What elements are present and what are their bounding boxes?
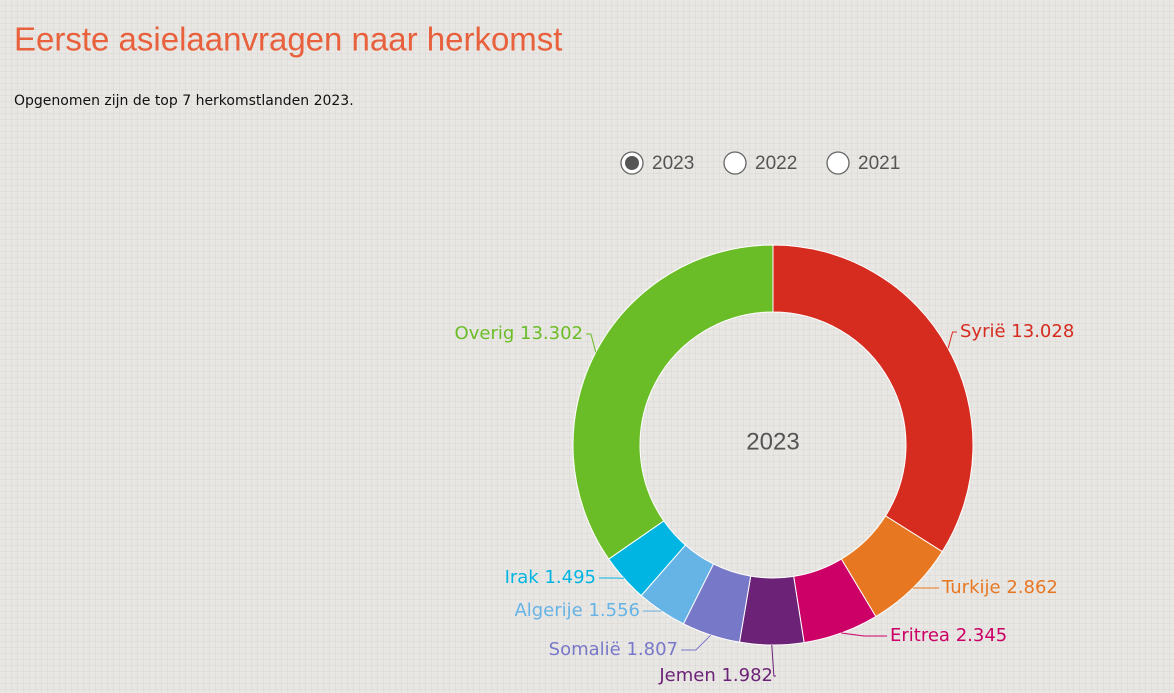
leader-line	[841, 632, 887, 637]
slice-label: Irak 1.495	[505, 567, 596, 588]
slice-value: 13.302	[520, 323, 583, 344]
radio-label[interactable]: 2022	[755, 153, 797, 174]
slice-value: 2.345	[956, 625, 1008, 646]
leader-line	[947, 331, 957, 349]
leader-line	[586, 333, 597, 353]
slice-name: Eritrea	[890, 625, 950, 646]
slice-label: Algerije 1.556	[514, 600, 640, 621]
leader-line	[771, 644, 776, 677]
slice-name: Jemen	[658, 665, 715, 686]
radio-option[interactable]: 2023	[620, 151, 694, 175]
slice-value: 1.807	[626, 639, 678, 660]
slice-label: Somalië 1.807	[549, 639, 678, 660]
title: Eerste asielaanvragen naar herkomst	[14, 21, 562, 58]
slice-label: Syrië 13.028	[960, 321, 1074, 342]
radio-button[interactable]	[826, 151, 850, 175]
radio-label[interactable]: 2021	[858, 153, 900, 174]
radio-label[interactable]: 2023	[652, 153, 694, 174]
slice-value: 1.556	[588, 600, 640, 621]
slice-name: Overig	[455, 323, 515, 344]
slice-value: 1.495	[544, 567, 596, 588]
leader-line	[681, 634, 712, 651]
year-options: 2023 2022 2021	[620, 151, 900, 175]
donut-slice	[772, 244, 974, 553]
slice-label: Eritrea 2.345	[890, 625, 1007, 646]
subtitle: Opgenomen zijn de top 7 herkomstlanden 2…	[14, 93, 354, 109]
slice-name: Turkije	[941, 577, 1001, 598]
slice-value: 2.862	[1006, 577, 1058, 598]
donut-slice	[572, 244, 774, 560]
radio-button[interactable]	[723, 151, 747, 175]
donut: Syrië 13.028 Turkije 2.862 Eritrea 2.345 Je…	[455, 244, 1074, 686]
radio-option[interactable]: 2022	[723, 151, 797, 175]
slice-name: Algerije	[514, 600, 582, 621]
slice-label: Turkije 2.862	[941, 577, 1058, 598]
radio-option[interactable]: 2021	[826, 151, 900, 175]
slice-name: Irak	[505, 567, 540, 588]
slice-name: Somalië	[549, 639, 621, 660]
slice-label: Jemen 1.982	[658, 665, 773, 686]
slice-name: Syrië	[960, 321, 1006, 342]
slice-label: Overig 13.302	[455, 323, 583, 344]
slice-value: 13.028	[1011, 321, 1074, 342]
slice-value: 1.982	[721, 665, 773, 686]
center-label: 2023	[746, 428, 799, 455]
radio-dot	[625, 156, 639, 170]
